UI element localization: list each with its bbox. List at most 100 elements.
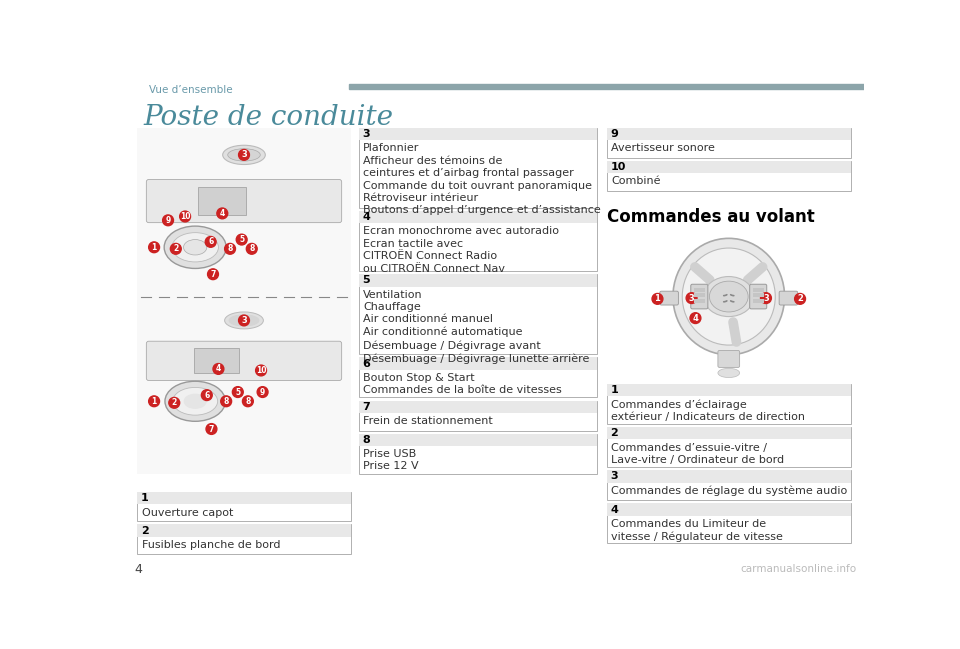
Circle shape	[236, 234, 247, 245]
Bar	[359, 400, 597, 413]
Text: 3: 3	[241, 151, 247, 160]
Circle shape	[213, 363, 224, 374]
Text: Commandes d’essuie-vitre /
Lave-vitre / Ordinateur de bord: Commandes d’essuie-vitre / Lave-vitre / …	[612, 443, 784, 465]
Text: Combiné: Combiné	[612, 177, 660, 186]
Bar	[607, 384, 851, 424]
Circle shape	[255, 365, 267, 376]
Text: 8: 8	[245, 397, 251, 406]
Bar	[359, 358, 597, 397]
Circle shape	[239, 315, 250, 326]
Ellipse shape	[164, 226, 227, 269]
Text: Avertisseur sonore: Avertisseur sonore	[612, 143, 715, 153]
Bar	[137, 492, 351, 504]
Text: 7: 7	[210, 270, 216, 278]
Bar	[607, 427, 851, 439]
FancyBboxPatch shape	[146, 180, 342, 223]
Text: 10: 10	[180, 212, 190, 221]
FancyBboxPatch shape	[750, 284, 767, 309]
Bar	[607, 471, 851, 483]
Text: 4: 4	[220, 209, 225, 218]
Bar	[359, 275, 597, 354]
Text: 1: 1	[611, 386, 618, 395]
Text: 4: 4	[363, 212, 371, 222]
Circle shape	[243, 396, 253, 407]
Bar	[359, 434, 597, 474]
Text: Fusibles planche de bord: Fusibles planche de bord	[142, 540, 280, 550]
Text: 4: 4	[134, 563, 142, 576]
Ellipse shape	[718, 369, 739, 378]
Bar	[359, 400, 597, 430]
Text: 7: 7	[208, 424, 214, 434]
Bar	[753, 293, 763, 297]
Bar	[607, 128, 851, 140]
Text: 8: 8	[249, 244, 254, 253]
Bar	[137, 524, 351, 554]
Text: 2: 2	[141, 526, 149, 535]
Bar	[607, 161, 851, 191]
Bar	[607, 471, 851, 500]
Circle shape	[221, 396, 231, 407]
Bar	[137, 524, 351, 537]
Text: Ecran monochrome avec autoradio
Ecran tactile avec
CITROËN Connect Radio
ou CITR: Ecran monochrome avec autoradio Ecran ta…	[363, 227, 560, 274]
FancyBboxPatch shape	[718, 350, 739, 367]
Ellipse shape	[225, 312, 263, 329]
Bar	[359, 434, 597, 446]
FancyBboxPatch shape	[780, 291, 798, 305]
Circle shape	[205, 236, 216, 247]
Circle shape	[149, 396, 159, 407]
Bar	[753, 299, 763, 302]
Circle shape	[217, 208, 228, 219]
Circle shape	[169, 397, 180, 408]
Text: Frein de stationnement: Frein de stationnement	[363, 416, 493, 426]
Bar	[753, 288, 763, 292]
FancyBboxPatch shape	[199, 187, 247, 215]
Bar	[359, 128, 597, 140]
Ellipse shape	[173, 387, 218, 415]
Circle shape	[795, 293, 805, 304]
Bar	[607, 504, 851, 516]
Bar	[137, 128, 351, 474]
Text: 1: 1	[152, 243, 156, 252]
Circle shape	[225, 243, 235, 254]
Bar	[120, 78, 864, 95]
Text: 3: 3	[688, 293, 694, 302]
Bar	[694, 293, 705, 297]
Bar	[348, 84, 864, 90]
Text: 3: 3	[241, 316, 247, 325]
Text: 1: 1	[141, 493, 149, 504]
Text: Prise USB
Prise 12 V: Prise USB Prise 12 V	[363, 449, 419, 471]
Bar	[694, 299, 705, 302]
Text: Commandes de réglage du système audio: Commandes de réglage du système audio	[612, 485, 848, 496]
Text: 5: 5	[239, 235, 244, 244]
Text: 6: 6	[363, 358, 371, 369]
Text: Commandes au volant: Commandes au volant	[607, 208, 814, 226]
Bar	[359, 275, 597, 287]
Bar	[359, 211, 597, 271]
Circle shape	[686, 293, 697, 304]
Text: Vue d’ensemble: Vue d’ensemble	[150, 85, 233, 95]
Text: 1: 1	[655, 295, 660, 303]
Ellipse shape	[673, 238, 784, 355]
Bar	[694, 288, 705, 292]
Text: 2: 2	[173, 244, 179, 253]
Ellipse shape	[228, 149, 260, 161]
Text: Bouton Stop & Start
Commandes de la boîte de vitesses: Bouton Stop & Start Commandes de la boît…	[363, 373, 563, 395]
Ellipse shape	[709, 281, 748, 312]
Circle shape	[257, 387, 268, 397]
Bar	[359, 211, 597, 223]
FancyBboxPatch shape	[660, 291, 679, 305]
Text: 9: 9	[611, 129, 618, 139]
Circle shape	[206, 424, 217, 434]
Text: 7: 7	[363, 402, 371, 411]
Text: 6: 6	[204, 391, 209, 400]
Circle shape	[180, 211, 190, 222]
Circle shape	[690, 313, 701, 323]
Text: 10: 10	[255, 366, 266, 375]
Text: 8: 8	[224, 397, 228, 406]
Ellipse shape	[184, 395, 206, 408]
Circle shape	[170, 243, 181, 254]
Ellipse shape	[704, 276, 754, 317]
FancyBboxPatch shape	[194, 348, 239, 373]
Text: 4: 4	[692, 313, 698, 323]
Text: 3: 3	[363, 129, 371, 139]
